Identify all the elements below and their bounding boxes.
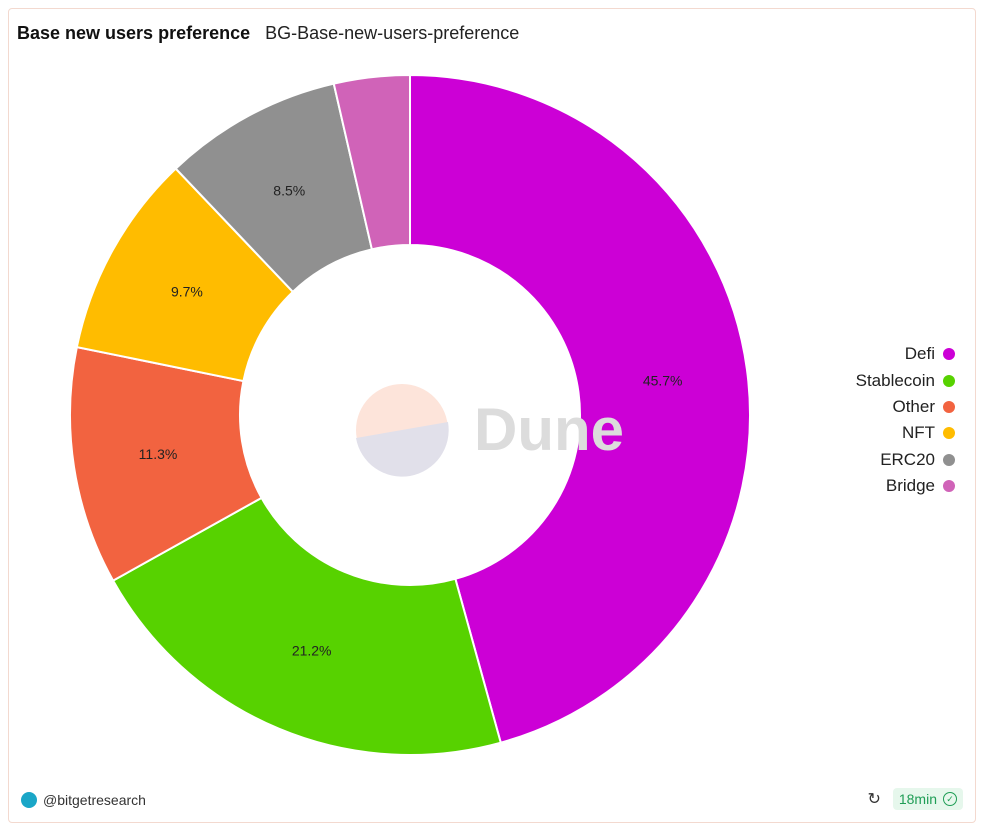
slice-stablecoin[interactable] xyxy=(111,496,502,756)
check-icon: ✓ xyxy=(943,792,957,806)
slice-defi[interactable] xyxy=(409,73,751,744)
legend-color-dot xyxy=(943,480,955,493)
chart-legend: Defi Stablecoin Other NFT ERC20 Bridge xyxy=(856,341,955,499)
legend-color-dot xyxy=(943,453,955,466)
refresh-time-badge: 18min ✓ xyxy=(892,788,963,810)
legend-color-dot xyxy=(943,348,955,361)
legend-color-dot xyxy=(943,400,955,413)
legend-label: Bridge xyxy=(885,476,935,496)
slice-label-defi: 45.7% xyxy=(643,373,683,389)
legend-label: Stablecoin xyxy=(855,370,935,390)
slice-bridge[interactable] xyxy=(332,73,411,251)
legend-label: NFT xyxy=(901,423,935,443)
legend-item-stablecoin[interactable]: Stablecoin xyxy=(856,367,955,393)
author-avatar xyxy=(21,792,37,808)
slice-label-erc20: 8.5% xyxy=(273,182,305,198)
legend-label: Defi xyxy=(904,344,935,364)
watermark-logo-bottom xyxy=(356,422,449,477)
watermark-text: Dune xyxy=(474,396,624,463)
slice-label-nft: 9.7% xyxy=(171,283,203,299)
author-name: @bitgetresearch xyxy=(43,792,146,808)
legend-item-defi[interactable]: Defi xyxy=(856,341,955,367)
chart-header: Base new users preference BG-Base-new-us… xyxy=(17,23,519,44)
center-watermark: Dune xyxy=(356,384,624,477)
chart-subtitle: BG-Base-new-users-preference xyxy=(265,23,520,43)
legend-label: ERC20 xyxy=(880,449,935,469)
refresh-status: ↻ 18min ✓ xyxy=(867,788,963,810)
legend-item-bridge[interactable]: Bridge xyxy=(856,473,955,499)
slice-label-stablecoin: 21.2% xyxy=(292,642,332,658)
refresh-icon[interactable]: ↻ xyxy=(867,791,881,808)
legend-label: Other xyxy=(892,396,935,416)
slice-label-other: 11.3% xyxy=(139,446,178,462)
legend-color-dot xyxy=(943,374,955,387)
legend-item-erc20[interactable]: ERC20 xyxy=(856,447,955,473)
legend-color-dot xyxy=(943,427,955,440)
legend-item-other[interactable]: Other xyxy=(856,394,955,420)
refresh-time: 18min xyxy=(898,791,937,807)
legend-item-nft[interactable]: NFT xyxy=(856,420,955,446)
chart-title: Base new users preference xyxy=(17,23,251,43)
author-info[interactable]: @bitgetresearch xyxy=(21,792,146,808)
